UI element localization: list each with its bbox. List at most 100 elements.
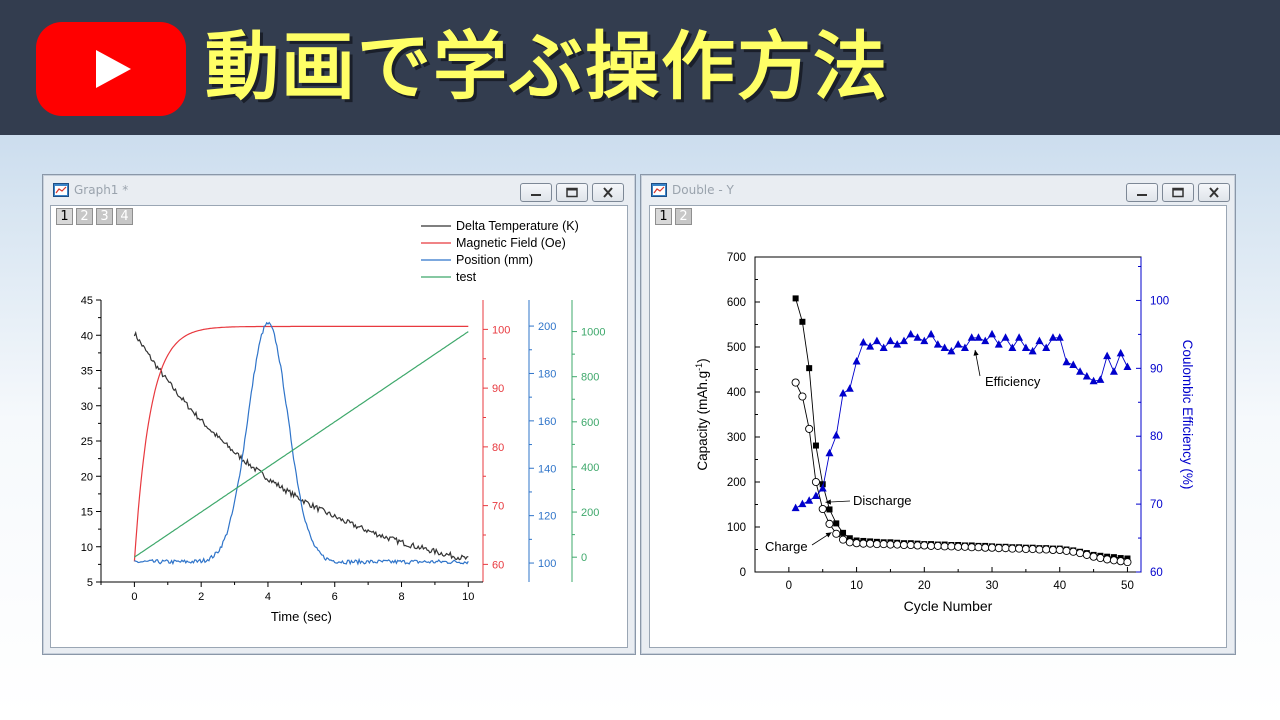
restore-button[interactable] [1162,183,1194,202]
data-point [872,336,881,345]
data-point [818,504,827,514]
data-point [893,540,902,549]
data-point [1109,556,1118,565]
data-point [913,541,922,550]
series-magnetic-field-oe- [133,325,469,562]
layer-tab-4[interactable]: 4 [116,208,133,225]
data-point [852,539,861,548]
minimize-icon [531,194,541,196]
layer-tab-2[interactable]: 2 [76,208,93,225]
data-point [994,544,1003,553]
x-tick-label: 4 [265,591,271,603]
annotations: Efficiency Discharge Charge [765,349,1041,554]
data-point [1069,360,1078,368]
data-point [791,378,800,387]
data-point [806,365,813,372]
data-point [799,318,806,325]
y-tick-label: 100 [538,558,556,570]
series-line [134,331,469,558]
y-tick-label: 100 [1150,295,1169,307]
data-point [899,540,909,550]
data-point [1082,371,1091,380]
data-point [1062,357,1071,366]
y-tick-label: 90 [1150,363,1163,375]
data-point [899,336,908,345]
data-point [947,346,956,355]
legend-label: Magnetic Field (Oe) [456,236,566,250]
y-axis-left: 5 10 15 20 25 30 35 40 45 [81,295,102,589]
data-point [1062,546,1071,555]
data-point [805,496,814,504]
close-button[interactable] [1198,183,1230,202]
video-tutorial-banner: 動画で学ぶ操作方法 [0,0,1280,135]
data-point [974,543,983,552]
data-point [906,329,915,338]
series-line [795,298,1128,559]
layer-tab-1[interactable]: 1 [655,208,672,225]
y-tick-label: 180 [538,368,556,380]
x-axis-title: Cycle Number [904,598,993,614]
layer-tab-3[interactable]: 3 [96,208,113,225]
series-position-mm- [134,321,469,566]
series-delta-temperature-k- [133,330,469,561]
layer-tab-1[interactable]: 1 [56,208,73,225]
data-point [940,343,949,351]
annotation-efficiency: Efficiency [985,374,1041,389]
data-point [840,529,847,536]
double-y-titlebar[interactable]: Double - Y [641,175,1235,205]
data-point [981,543,990,552]
data-point [1035,336,1044,345]
x-tick-label: 10 [850,580,863,592]
minimize-button[interactable] [520,183,552,202]
series-test [134,331,469,558]
data-point [1015,544,1024,553]
data-point [994,340,1003,348]
y-axis-left: 0 100 200 300 400 500 600 700 [727,252,760,579]
close-icon [603,187,613,198]
x-axis-title: Time (sec) [271,609,332,624]
y-tick-label: 200 [538,321,556,333]
series-charge [791,378,1132,567]
legend: Delta Temperature (K) Magnetic Field (Oe)… [421,219,579,284]
data-point [811,477,820,487]
y-tick-label: 400 [581,462,599,474]
x-tick-label: 8 [398,591,404,603]
x-tick-label: 40 [1053,580,1066,592]
data-point [798,499,807,508]
y-tick-label: 60 [1150,567,1163,579]
data-point [1048,333,1057,341]
minimize-button[interactable] [1126,183,1158,202]
y-tick-label: 300 [727,432,746,444]
data-point [1042,343,1051,351]
y-tick-label: 15 [81,507,93,519]
data-point [1042,545,1051,554]
layer-tab-2[interactable]: 2 [675,208,692,225]
data-point [893,340,902,348]
data-point [1021,343,1030,351]
graph1-window-title: Graph1 * [74,183,129,197]
y-axis-right-3: 0 200 400 600 800 1000 [571,300,605,582]
data-point [1055,333,1064,341]
data-point [1028,346,1037,355]
multi-axis-line-chart[interactable]: 5101520253035404560708090100100120140160… [51,206,627,647]
data-point [927,329,936,338]
youtube-play-icon[interactable] [36,22,186,116]
data-point [1123,558,1132,567]
data-point [1089,376,1098,385]
data-point [792,295,799,302]
x-tick-label: 0 [786,580,792,592]
close-button[interactable] [592,183,624,202]
legend-label: Delta Temperature (K) [456,219,579,233]
banner-title: 動画で学ぶ操作方法 [205,24,889,110]
y-tick-label: 140 [538,463,556,475]
data-point [981,336,990,345]
graph1-titlebar[interactable]: Graph1 * [43,175,635,205]
restore-button[interactable] [556,183,588,202]
y-tick-label: 20 [81,471,93,483]
series-line [133,325,469,562]
